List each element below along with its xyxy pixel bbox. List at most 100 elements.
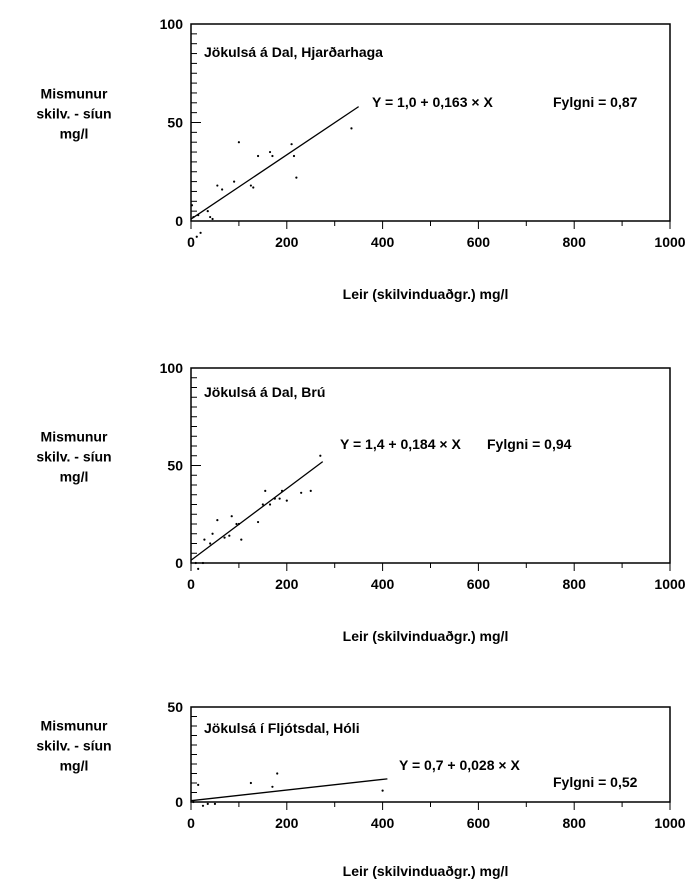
data-point bbox=[285, 499, 288, 502]
data-point bbox=[268, 150, 272, 154]
data-point bbox=[280, 489, 284, 492]
data-point bbox=[228, 534, 231, 537]
y-axis-label: skilv. - síun bbox=[36, 449, 111, 465]
data-point bbox=[252, 186, 255, 189]
data-point bbox=[249, 184, 252, 187]
x-axis-label: Leir (skilvinduaðgr.) mg/l bbox=[343, 286, 509, 302]
regression-equation: Y = 1,4 + 0,184 × X bbox=[340, 436, 461, 452]
y-axis-label: Mismunur bbox=[41, 429, 108, 445]
data-point bbox=[201, 561, 205, 565]
x-tick-label: 400 bbox=[371, 234, 395, 250]
regression-line bbox=[190, 778, 388, 802]
data-point bbox=[213, 802, 217, 806]
y-axis-label: mg/l bbox=[60, 126, 89, 142]
chart-title: Jökulsá á Dal, Hjarðarhaga bbox=[204, 44, 383, 60]
x-tick-label: 600 bbox=[467, 234, 491, 250]
x-tick-label: 400 bbox=[371, 576, 395, 592]
y-tick-label: 0 bbox=[175, 555, 183, 571]
data-point bbox=[319, 454, 322, 457]
data-point bbox=[233, 180, 236, 183]
data-point bbox=[197, 567, 200, 570]
data-point bbox=[309, 489, 312, 492]
data-point bbox=[209, 542, 212, 545]
x-tick-label: 600 bbox=[467, 815, 491, 831]
x-tick-label: 1000 bbox=[654, 576, 685, 592]
x-tick-label: 0 bbox=[187, 815, 195, 831]
correlation-label: Fylgni = 0,94 bbox=[487, 436, 572, 452]
y-tick-label: 50 bbox=[167, 699, 183, 715]
x-tick-label: 1000 bbox=[654, 234, 685, 250]
data-point bbox=[203, 538, 206, 541]
y-tick-label: 0 bbox=[175, 213, 183, 229]
x-tick-label: 0 bbox=[187, 576, 195, 592]
data-point bbox=[240, 538, 243, 541]
data-point bbox=[206, 802, 209, 806]
data-point bbox=[350, 127, 353, 130]
data-point bbox=[276, 772, 279, 775]
data-point bbox=[190, 204, 194, 207]
data-point bbox=[249, 781, 252, 785]
data-point bbox=[256, 154, 260, 158]
data-point bbox=[197, 213, 200, 217]
chart-panel-3: 0 50 0 200 400 600 800 1000 Mismunur skilv. - síu… bbox=[36, 699, 685, 879]
chart-title: Jökulsá í Fljótsdal, Hóli bbox=[204, 720, 360, 736]
y-axis-label: mg/l bbox=[60, 469, 89, 485]
data-point bbox=[192, 215, 195, 219]
data-point bbox=[216, 184, 219, 187]
correlation-label: Fylgni = 0,87 bbox=[553, 94, 638, 110]
x-tick-label: 800 bbox=[563, 576, 587, 592]
x-tick-label: 1000 bbox=[654, 815, 685, 831]
x-axis-label: Leir (skilvinduaðgr.) mg/l bbox=[343, 628, 509, 644]
data-point bbox=[261, 503, 264, 506]
data-point bbox=[237, 141, 240, 144]
x-tick-label: 400 bbox=[371, 815, 395, 831]
data-point bbox=[273, 497, 276, 500]
y-tick-label: 0 bbox=[175, 794, 183, 810]
correlation-label: Fylgni = 0,52 bbox=[553, 774, 638, 790]
y-axis-label: Mismunur bbox=[41, 86, 108, 102]
data-point bbox=[211, 217, 214, 221]
data-point bbox=[264, 489, 267, 492]
y-tick-label: 50 bbox=[167, 458, 183, 474]
chart-title: Jökulsá á Dal, Brú bbox=[204, 384, 325, 400]
x-tick-label: 200 bbox=[275, 576, 299, 592]
data-point bbox=[195, 235, 198, 238]
data-point bbox=[223, 536, 226, 539]
x-tick-label: 800 bbox=[563, 234, 587, 250]
data-point bbox=[271, 785, 274, 788]
y-axis-label: skilv. - síun bbox=[36, 738, 111, 754]
data-point bbox=[192, 800, 195, 804]
data-point bbox=[295, 176, 298, 179]
data-point bbox=[278, 497, 281, 500]
data-point bbox=[201, 804, 205, 807]
data-point bbox=[216, 519, 219, 522]
data-point bbox=[290, 143, 293, 146]
y-tick-label: 100 bbox=[160, 16, 184, 32]
x-axis-label: Leir (skilvinduaðgr.) mg/l bbox=[343, 863, 509, 879]
x-tick-label: 800 bbox=[563, 815, 587, 831]
data-point bbox=[221, 188, 224, 191]
y-axis-label: mg/l bbox=[60, 758, 89, 774]
data-point bbox=[268, 503, 272, 506]
data-point bbox=[381, 789, 384, 792]
data-point bbox=[197, 783, 200, 787]
y-tick-label: 100 bbox=[160, 360, 184, 376]
data-point bbox=[194, 561, 197, 565]
data-point bbox=[235, 522, 238, 526]
regression-equation: Y = 1,0 + 0,163 × X bbox=[372, 94, 493, 110]
x-tick-label: 600 bbox=[467, 576, 491, 592]
regression-line bbox=[190, 106, 360, 220]
data-point bbox=[292, 154, 296, 158]
data-point bbox=[237, 522, 240, 526]
data-point bbox=[199, 231, 202, 234]
y-axis-label: Mismunur bbox=[41, 718, 108, 734]
regression-equation: Y = 0,7 + 0,028 × X bbox=[399, 757, 520, 773]
data-point bbox=[230, 515, 233, 518]
data-point bbox=[209, 215, 212, 219]
x-tick-label: 200 bbox=[275, 815, 299, 831]
data-point bbox=[256, 520, 260, 524]
y-tick-label: 50 bbox=[167, 115, 183, 131]
